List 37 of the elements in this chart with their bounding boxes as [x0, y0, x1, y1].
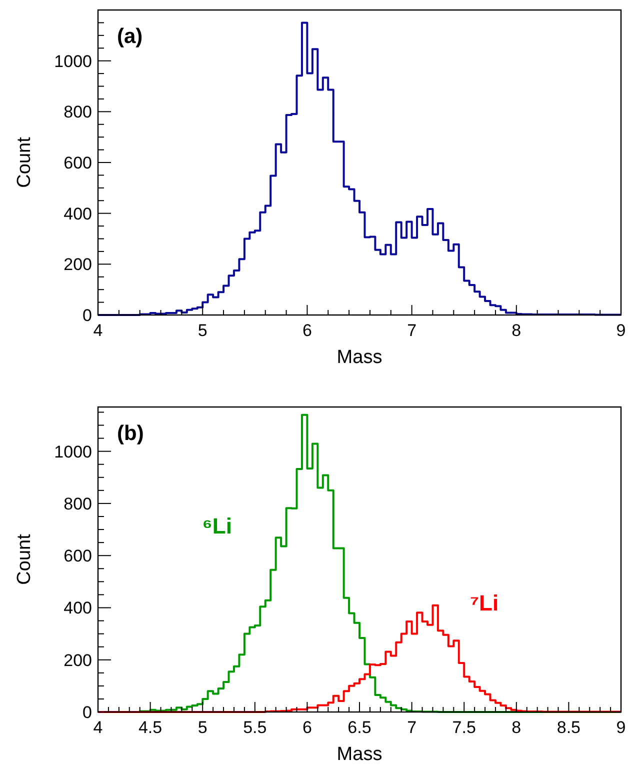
x-tick-label: 8.5	[556, 718, 581, 737]
x-tick-label: 5	[198, 321, 208, 340]
y-axis-title: Count	[14, 136, 35, 188]
y-tick-label: 0	[82, 703, 92, 722]
x-axis-title: Mass	[336, 347, 382, 368]
y-tick-label: 400	[64, 598, 92, 618]
y-tick-label: 800	[64, 494, 92, 514]
x-tick-label: 5.5	[243, 718, 267, 737]
y-tick-label: 0	[82, 306, 92, 325]
y-tick-label: 400	[64, 204, 92, 224]
x-tick-label: 7	[407, 718, 417, 737]
x-tick-label: 9	[616, 718, 626, 737]
x-tick-label: 6	[302, 718, 312, 737]
x-tick-label: 4	[93, 321, 103, 340]
y-tick-label: 600	[64, 154, 92, 172]
series-label: ⁶Li	[202, 514, 232, 539]
x-tick-label: 4.5	[138, 718, 162, 737]
x-tick-label: 6	[302, 321, 312, 340]
x-tick-label: 7	[407, 321, 417, 340]
text: (b)	[117, 422, 144, 445]
series-label: ⁷Li	[470, 590, 499, 616]
x-tick-label: 7.5	[452, 718, 476, 737]
y-tick-label: 1000	[54, 442, 92, 462]
x-tick-label: 4	[93, 718, 103, 737]
text: (a)	[117, 25, 143, 48]
x-tick-label: 5	[198, 718, 208, 737]
y-axis-title: Count	[14, 533, 35, 585]
x-axis-title: Mass	[336, 744, 382, 765]
x-tick-label: 8	[512, 321, 522, 340]
y-tick-label: 600	[64, 546, 92, 566]
x-tick-label: 8	[512, 718, 522, 737]
y-tick-label: 1000	[54, 52, 92, 71]
y-tick-label: 200	[64, 255, 92, 274]
x-tick-label: 6.5	[348, 718, 372, 737]
y-tick-label: 800	[64, 102, 92, 122]
y-tick-label: 200	[64, 650, 92, 670]
x-tick-label: 9	[616, 321, 626, 340]
